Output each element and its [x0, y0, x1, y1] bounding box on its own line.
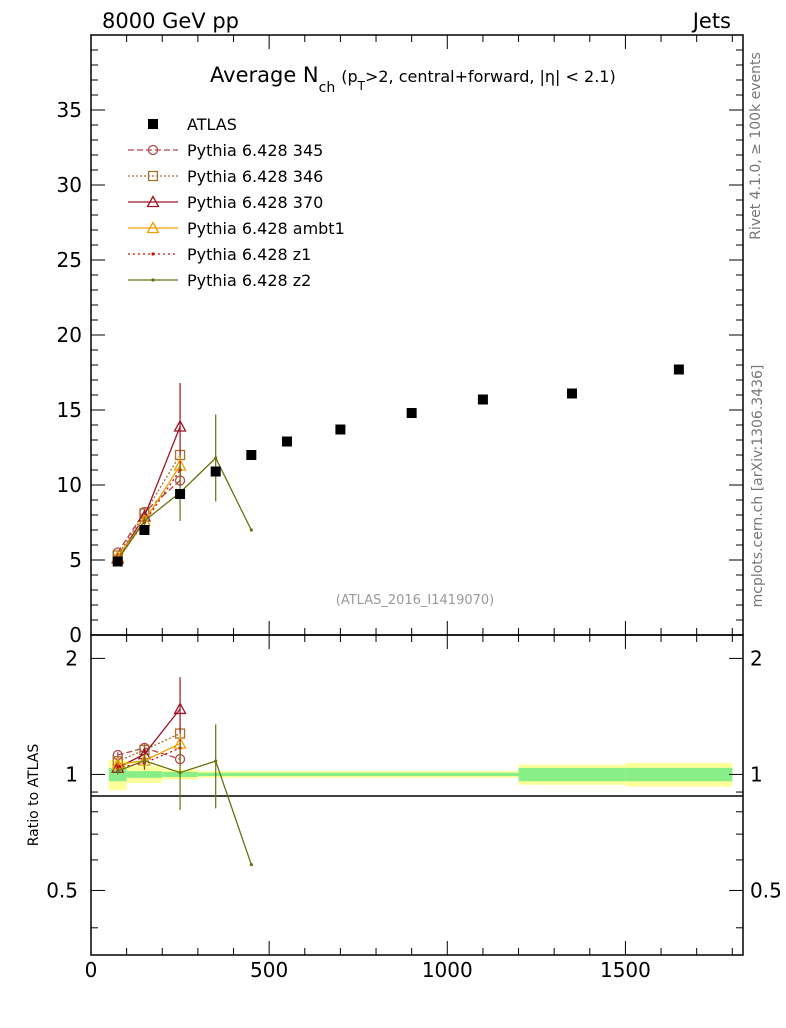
ratio-point-z2: [178, 771, 182, 775]
legend-atlas-label: ATLAS: [187, 115, 237, 134]
legend-marker-p345: [147, 144, 159, 156]
atlas-data-point: [246, 450, 257, 460]
atlas-data-point: [406, 408, 417, 418]
watermark: (ATLAS_2016_I1419070): [336, 593, 494, 608]
atlas-data-point: [210, 466, 221, 477]
title-main: Average N: [210, 63, 319, 87]
legend-marker-ambt1: [146, 221, 160, 234]
legend-label-p346: Pythia 6.428 346: [187, 167, 323, 186]
legend: ATLAS Pythia 6.428 345 Pythia 6.428 346 Pyt…: [128, 115, 345, 290]
atlas-data-point: [112, 556, 123, 567]
ratio-plot-frame: [90, 634, 744, 956]
chart-title: Average Nch (pT>2, central+forward, |η| <…: [210, 63, 616, 96]
y-tick-label: 0: [69, 623, 82, 647]
axis-ticks: [90, 35, 743, 955]
y-tick-label: 30: [57, 173, 82, 197]
atlas-data-point: [566, 388, 577, 399]
ratio-point-z2: [214, 759, 218, 763]
ratio-plot-series: [111, 677, 253, 867]
y-tick-label: 25: [57, 248, 82, 272]
y-tick-label: 10: [57, 473, 82, 497]
atlas-data-point: [281, 436, 292, 447]
ratio-y-tick-label: 0.5: [46, 878, 78, 902]
x-tick-label: 500: [250, 958, 288, 982]
band-inner-4: [518, 767, 626, 782]
legend-label-p370: Pythia 6.428 370: [187, 193, 323, 212]
legend-marker-z1: [151, 252, 155, 256]
ratio-y-tick-label-right: 1: [750, 762, 763, 786]
x-tick-label: 1500: [600, 958, 651, 982]
ratio-y-tick-label-right: 2: [750, 646, 763, 670]
legend-label-z2: Pythia 6.428 z2: [187, 271, 311, 290]
rivet-label: Rivet 4.1.0, ≥ 100k events: [748, 52, 764, 240]
legend-label-p345: Pythia 6.428 345: [187, 141, 323, 160]
mcplots-label: mcplots.cern.ch [arXiv:1306.3436]: [750, 365, 766, 608]
band-inner-5: [625, 767, 733, 782]
series-line-z2: [117, 456, 252, 561]
y-tick-label: 5: [69, 548, 82, 572]
ratio-point-z2: [116, 769, 120, 773]
atlas-data-point: [477, 394, 488, 405]
title-open: (p: [341, 67, 357, 86]
ratio-y-tick-label-right: 0.5: [750, 878, 782, 902]
point-z2: [214, 456, 218, 460]
ratio-y-tick-label: 1: [65, 762, 78, 786]
title-main-sub: ch: [319, 80, 336, 96]
atlas-data-point: [175, 489, 186, 499]
point-z2: [142, 519, 147, 523]
x-tick-label: 0: [85, 958, 98, 982]
band-inner-3: [197, 772, 519, 777]
y-tick-label: 15: [57, 398, 82, 422]
title-open-sub: T: [357, 79, 366, 93]
legend-label-ambt1: Pythia 6.428 ambt1: [187, 219, 345, 238]
ratio-point-z2: [249, 863, 253, 867]
atlas-data-point: [335, 424, 346, 435]
uncertainty-band: [108, 759, 733, 791]
legend-label-z1: Pythia 6.428 z1: [187, 245, 311, 264]
legend-atlas-marker: [148, 119, 158, 129]
legend-marker-z2: [151, 278, 155, 282]
point-p370: [173, 419, 187, 432]
ratio-point-z2: [142, 759, 147, 763]
legend-marker-p346: [147, 170, 159, 182]
band-inner-1: [126, 771, 163, 778]
atlas-data-points: [112, 364, 684, 567]
y-tick-label: 35: [57, 98, 82, 122]
x-tick-label: 1000: [422, 958, 473, 982]
point-z2: [249, 528, 253, 532]
legend-marker-p370: [146, 195, 160, 208]
header-left: 8000 GeV pp: [102, 9, 239, 33]
ratio-y-tick-label: 2: [65, 646, 78, 670]
main-plot-series: [111, 383, 253, 564]
ratio-point-p370: [173, 702, 187, 715]
atlas-data-point: [673, 364, 684, 375]
axis-tick-labels: 0 500 1000 1500 0 5 10 15 20 25 30 35 0.5 0.5 1 1 2 2: [46, 98, 782, 982]
series-line-p370: [117, 426, 181, 559]
atlas-data-point: [139, 525, 150, 535]
y-tick-label: 20: [57, 323, 82, 347]
title-rest: >2, central+forward, |η| < 2.1): [365, 67, 616, 86]
header-right: Jets: [691, 9, 731, 33]
ratio-y-axis-label: Ratio to ATLAS: [26, 744, 42, 847]
